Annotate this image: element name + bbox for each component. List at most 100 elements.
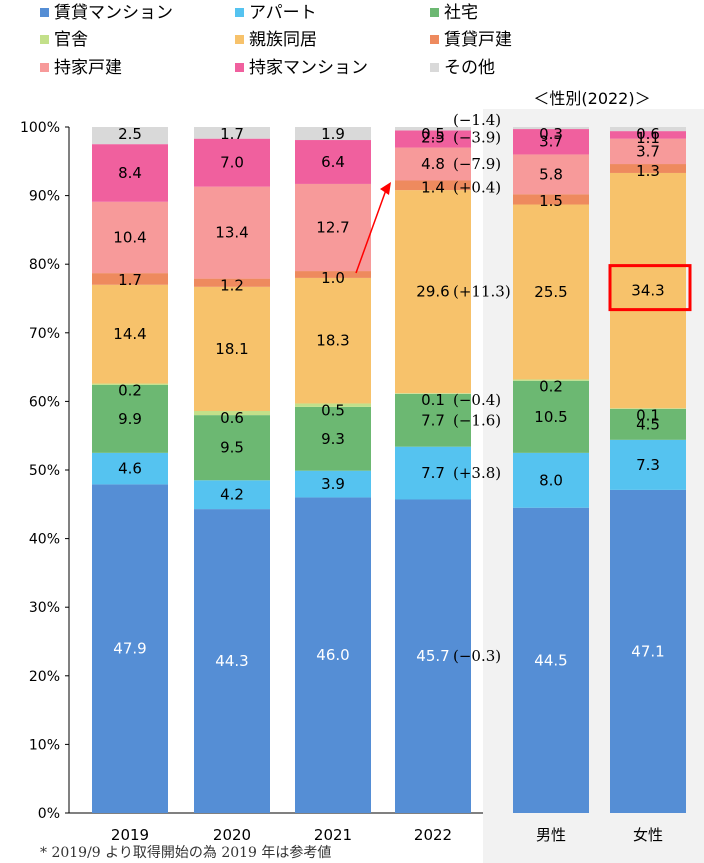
bar-gender-value-label: 5.8 [539,165,563,183]
bar-2021-value-label: 0.5 [321,401,345,419]
bar-gender-segment [513,379,589,381]
y-tick-label: 80% [29,257,60,273]
bar-2022-segment [395,446,471,500]
legend-swatch-4 [235,35,244,44]
bar-gender-segment [610,489,686,813]
bar-2022-segment [395,393,471,394]
bar-gender-value-label: 1.5 [539,192,563,210]
bar-gender-value-label: 3.7 [636,142,660,160]
bar-2020-value-label: 9.5 [220,439,244,457]
y-tick-label: 100% [20,120,60,136]
x-label: 2022 [414,826,452,844]
bar-2020-segment [194,509,270,813]
bar-gender-segment [513,154,589,195]
y-tick-label: 60% [29,394,60,410]
gender-panel-title: ＜性別(2022)＞ [533,89,650,108]
bar-2022-value-label: 7.7 [421,464,445,482]
bars: 47.9 4.6 9.9 0.2 14.4 1.7 10.4 8.4 2.5 44.3 4.2 9.5… [92,125,686,813]
legend-label-8: その他 [444,58,495,78]
legend-label-2: 社宅 [444,3,478,23]
bar-2021-segment [295,183,371,272]
bar-2020-value-label: 44.3 [215,652,248,670]
bar-gender-segment [513,127,589,130]
y-axis: 0% 10% 20% 30% 40% 50% 60% 70% 80% 90% 100% [20,120,483,822]
trend-arrowhead [380,182,391,195]
footnote: * 2019/9 より取得開始の為 2019 年は参考値 [40,844,331,861]
y-tick-label: 50% [29,463,60,479]
bar-gender-segment [610,408,686,409]
bar-2019-value-label: 9.9 [118,410,142,428]
bar-2020-value-label: 4.2 [220,486,244,504]
bar-2022-value-label: 4.8 [421,155,445,173]
bar-gender-segment [610,439,686,490]
bar-2022-value-label: 1.4 [421,179,445,197]
bar-2020-value-label: 18.1 [215,340,248,358]
bar-2020-segment [194,286,270,412]
change-label: (−1.6) [453,411,501,429]
bar-gender-segment [610,408,686,440]
bar-gender-segment [513,194,589,205]
change-label: (−3.9) [453,128,501,146]
legend-swatch-3 [40,35,49,44]
bar-2020-segment [194,415,270,481]
y-tick-label: 30% [29,600,60,616]
bar-gender-segment [513,452,589,508]
bar-2019-segment [92,284,168,384]
bar-2019-segment [92,484,168,813]
bar-2021-value-label: 12.7 [316,218,349,236]
bar-2021-segment [295,406,371,471]
bar-2020-segment [194,480,270,510]
legend-swatch-2 [430,8,439,17]
bar-2020-segment [194,127,270,139]
bar-gender-value-label: 8.0 [539,471,563,489]
bar-gender-value-label: 10.5 [534,408,567,426]
bar-2021-value-label: 3.9 [321,475,345,493]
x-label: 2019 [111,826,149,844]
x-label: 2021 [314,826,352,844]
change-label: (−0.4) [453,391,501,409]
bar-2022-value-label: 45.7 [416,647,449,665]
bar-gender-segment [513,507,589,813]
bar-2022-segment [395,190,471,394]
bar-2022-segment [395,499,471,813]
change-label: (+11.3) [453,283,511,301]
legend-label-3: 官舎 [54,30,88,50]
bar-2019-segment [92,452,168,485]
bar-2020-value-label: 1.2 [220,277,244,295]
bar-2019-segment [92,384,168,453]
bar-2020-segment [194,411,270,416]
x-label-gender: 女性 [633,826,663,844]
bar-gender-segment [610,172,686,409]
legend-label-1: アパート [249,3,317,23]
bar-2019-value-label: 8.4 [118,164,142,182]
bar-2021-value-label: 1.0 [321,269,345,287]
legend-swatch-0 [40,8,49,17]
bar-2020-value-label: 1.7 [220,125,244,143]
bar-2022-segment [395,393,471,447]
bar-gender-segment [610,138,686,165]
bar-2020-value-label: 7.0 [220,154,244,172]
bar-gender-value-label: 0.2 [539,377,563,395]
bar-2022-value-label: 2.5 [421,128,445,146]
legend-label-7: 持家マンション [249,58,368,78]
bar-gender-value-label: 1.3 [636,162,660,180]
bar-gender-value-label: 34.3 [631,282,664,300]
x-label-gender: 男性 [536,826,566,844]
bar-2021-segment [295,140,371,184]
bar-gender-value-label: 0.1 [636,406,660,424]
bar-2022-segment [395,180,471,191]
legend-label-6: 持家戸建 [54,58,122,78]
legend-swatch-1 [235,8,244,17]
y-tick-label: 0% [38,806,60,822]
y-tick-label: 90% [29,189,60,205]
bar-gender-value-label: 25.5 [534,283,567,301]
bar-gender-segment [610,131,686,139]
bar-2022-segment [395,130,471,148]
bar-2021-segment [295,127,371,141]
bar-2019-segment [92,144,168,202]
bar-2021-segment [295,271,371,278]
bar-gender-segment [513,380,589,453]
bar-gender-segment [513,204,589,380]
legend-swatch-8 [430,63,439,72]
bar-2021-value-label: 18.3 [316,332,349,350]
